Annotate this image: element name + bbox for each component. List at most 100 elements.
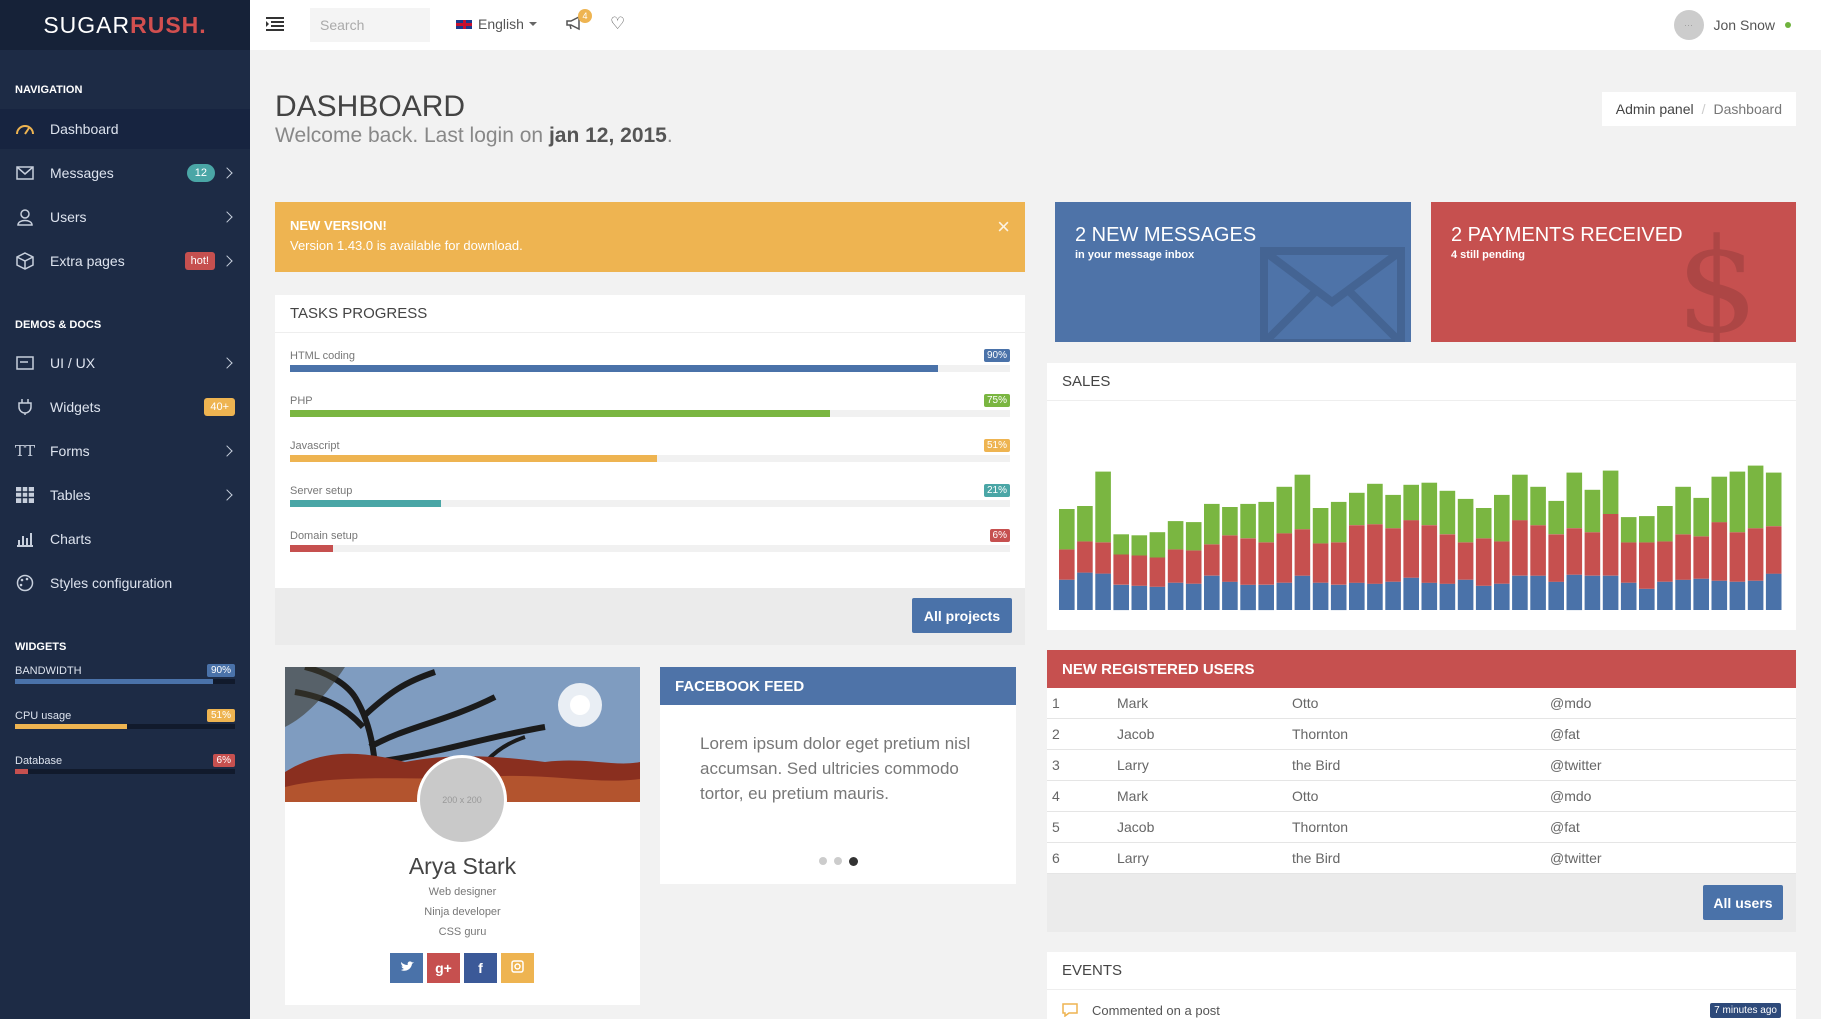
sales-bar-green [1729,471,1746,533]
sales-bar-blue [1294,575,1311,610]
sales-bar-blue [1059,579,1075,610]
sales-bar-red [1530,525,1546,576]
twitter-button[interactable] [390,953,423,983]
envelope-icon [15,164,35,182]
sales-bar-red [1639,542,1655,589]
instagram-button[interactable] [501,953,534,983]
new-users-title: NEW REGISTERED USERS [1047,650,1796,688]
sales-bar-green [1385,494,1401,529]
sales-chart [1059,465,1782,611]
sales-bar-blue [1620,582,1637,610]
sales-bar-red [1167,549,1184,583]
sales-bar-blue [1421,582,1438,610]
payments-received-tile[interactable]: $ 2 PAYMENTS RECEIVED 4 still pending [1431,202,1796,342]
widget-value: 90% [206,664,235,677]
language-label: English [478,16,524,32]
sidebar-item-dashboard[interactable]: Dashboard [0,109,250,149]
sales-bar-green [1530,486,1546,526]
nav-heading: NAVIGATION [15,84,83,96]
sales-bar-red [1494,541,1510,584]
sales-bar-green [1693,497,1709,537]
sales-bar-green [1077,506,1093,542]
sales-bar-green [1566,472,1583,529]
widgets-count-badge: 40+ [204,398,235,416]
profile-name: Arya Stark [408,853,517,879]
chevron-right-icon [221,255,233,267]
sales-bar-green [1258,501,1274,543]
breadcrumb: Admin panel / Dashboard [1601,92,1796,126]
sales-bar-blue [1711,580,1728,610]
online-status-dot [1785,22,1791,28]
sales-bar-green [1457,498,1474,543]
user-menu[interactable]: ··· Jon Snow [1673,10,1791,40]
sales-bar-blue [1439,583,1456,610]
avatar: ··· [1673,10,1704,40]
logo[interactable]: SUGAR RUSH. [0,0,250,50]
sidebar-item-users[interactable]: Users [0,197,250,237]
language-dropdown[interactable]: English [455,16,537,32]
user-first-name: Jacob [1117,819,1155,835]
new-messages-tile[interactable]: 2 NEW MESSAGES in your message inbox [1055,202,1411,342]
sidebar-item-forms[interactable]: TT Forms [0,431,250,471]
sales-bar-green [1584,489,1601,533]
sidebar-item-widgets[interactable]: Widgets 40+ [0,387,250,427]
sales-bar-green [1330,501,1347,543]
close-icon[interactable]: × [997,214,1010,239]
subtitle-period: . [666,124,673,147]
user-handle: @fat [1550,726,1580,742]
sales-bar-green [1149,532,1166,558]
sales-bar-green [1294,474,1311,530]
facebook-button[interactable]: f [464,953,497,983]
widget-label: CPU usage [15,709,72,722]
user-last-name: the Bird [1292,850,1341,866]
sidebar-item-messages[interactable]: Messages 12 [0,153,250,193]
heart-icon[interactable]: ♡ [610,14,626,33]
envelope-icon [1260,247,1405,342]
alert-text: Version 1.43.0 is available for download… [290,238,523,253]
sales-bar-green [1349,492,1365,526]
sales-bar-blue [1240,584,1256,611]
megaphone-icon[interactable] [565,15,583,36]
task-percent: 51% [983,439,1010,452]
breadcrumb-admin-panel[interactable]: Admin panel [1615,101,1694,117]
sales-bar-green [1059,509,1075,550]
sidebar-item-ui-ux[interactable]: UI / UX [0,343,250,383]
sales-bar-red [1258,542,1274,585]
sales-bar-red [1403,520,1419,578]
user-icon [15,208,35,226]
sidebar-item-tables[interactable]: Tables [0,475,250,515]
sales-bar-green [1439,490,1456,535]
palette-icon [15,574,35,592]
sidebar-item-styles-configuration[interactable]: Styles configuration [0,563,250,603]
sales-bar-green [1602,470,1619,514]
sales-bar-green [1240,503,1256,539]
sales-bar-red [1602,514,1619,576]
sales-bar-green [1620,517,1637,543]
users-panel-footer [1047,874,1796,932]
sales-bar-blue [1312,582,1329,610]
carousel-dot[interactable] [834,857,842,865]
carousel-dot-active[interactable] [849,857,858,866]
menu-toggle-icon[interactable] [266,17,284,36]
sidebar-item-label: Messages [50,165,114,181]
carousel-dot[interactable] [819,857,827,865]
task-bar-fill [290,455,658,462]
all-projects-button[interactable]: All projects [912,598,1012,633]
user-handle: @twitter [1550,850,1602,866]
sales-bar-green [1494,494,1510,542]
search-input[interactable]: Search [310,8,430,42]
tile-subtitle: 4 still pending [1451,249,1525,261]
sales-bar-red [1095,542,1111,574]
google-plus-button[interactable]: g+ [427,953,460,983]
update-alert: NEW VERSION! Version 1.43.0 is available… [275,202,1025,272]
sidebar-item-extra-pages[interactable]: Extra pages hot! [0,241,250,281]
event-time-badge: 7 minutes ago [1710,1003,1781,1018]
sales-bar-blue [1276,582,1293,610]
sidebar-item-charts[interactable]: Charts [0,519,250,559]
sales-bar-red [1059,549,1075,580]
all-users-button[interactable]: All users [1703,885,1783,920]
sales-bar-green [1113,534,1129,555]
sales-bar-blue [1457,579,1474,610]
sidebar-item-label: Charts [50,531,92,547]
panel-title: FACEBOOK FEED [660,667,1016,705]
